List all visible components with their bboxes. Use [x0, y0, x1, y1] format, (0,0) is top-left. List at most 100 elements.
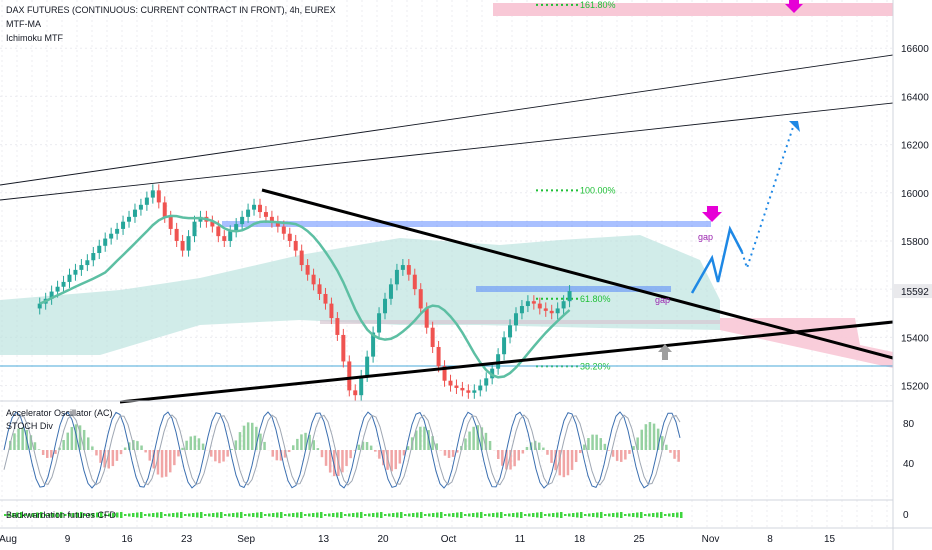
price-tick-label: 16600	[901, 44, 929, 55]
backwardation-bar	[564, 514, 567, 516]
backwardation-bar	[140, 512, 143, 518]
backwardation-bar	[636, 512, 639, 518]
backwardation-bar	[508, 513, 511, 517]
backwardation-bar	[320, 512, 323, 518]
osc-histogram-bar	[21, 427, 24, 450]
backwardation-bar	[84, 514, 87, 516]
cloud-band-red	[720, 318, 893, 368]
backwardation-bar	[440, 512, 443, 518]
backwardation-bar	[452, 513, 455, 517]
backwardation-bar	[244, 514, 247, 516]
time-tick-label: 8	[767, 534, 773, 545]
backwardation-bar	[360, 512, 363, 518]
osc-histogram-bar	[603, 443, 607, 450]
osc-histogram-bar	[62, 440, 65, 450]
backwardation-bar	[468, 513, 471, 517]
osc-histogram-bar	[13, 433, 16, 450]
candle-body	[49, 291, 54, 299]
osc-histogram-bar	[583, 444, 586, 450]
backwardation-bar	[624, 514, 627, 516]
backwardation-bar	[64, 514, 67, 516]
backwardation-bar	[520, 512, 523, 518]
osc-histogram-bar	[144, 450, 147, 453]
osc-histogram-bar	[156, 450, 160, 475]
backwardation-bar	[180, 512, 183, 518]
backwardation-bar	[284, 514, 287, 516]
osc-histogram-bar	[345, 450, 348, 466]
candle-body	[138, 204, 143, 210]
osc-histogram-bar	[357, 444, 361, 450]
backwardation-bar	[56, 512, 59, 518]
candle-body	[388, 284, 393, 299]
backwardation-bar	[348, 513, 351, 517]
osc-histogram-bar	[628, 450, 631, 454]
candle-body	[442, 366, 447, 381]
candle-body	[103, 238, 108, 246]
candle-body	[234, 224, 239, 232]
time-tick-label: 20	[377, 534, 389, 545]
candle-body	[109, 233, 114, 239]
candle-body	[353, 390, 358, 396]
candle-body	[448, 380, 453, 386]
osc-histogram-bar	[251, 422, 254, 450]
candle-body	[85, 260, 90, 266]
osc-histogram-bar	[226, 450, 229, 457]
candle-body	[478, 385, 483, 391]
osc-histogram-bar	[484, 432, 488, 450]
backwardation-bar	[316, 512, 319, 518]
ascending-trendline	[119, 320, 894, 404]
candle-body	[412, 274, 417, 290]
fib-level-label: 100.00%	[580, 185, 616, 195]
backwardation-bar	[92, 513, 95, 517]
backwardation-bar	[160, 512, 163, 518]
projection-path	[690, 225, 744, 294]
backwardation-bar	[380, 512, 383, 518]
backwardation-bar	[212, 513, 215, 517]
candle-body	[466, 390, 471, 393]
backwardation-bar	[424, 514, 427, 516]
osc-histogram-bar	[41, 450, 45, 455]
last-price-label: 15592	[901, 287, 929, 298]
osc-histogram-bar	[480, 427, 484, 450]
price-tick-label: 15200	[901, 382, 929, 393]
backwardation-bar	[260, 512, 263, 518]
osc-histogram-bar	[275, 450, 279, 461]
backwardation-bar	[72, 513, 75, 517]
osc-histogram-bar	[415, 430, 418, 450]
candle-body	[79, 265, 84, 270]
backwardation-bar	[200, 512, 203, 518]
backwardation-bar	[536, 512, 539, 518]
osc-histogram-bar	[456, 450, 459, 453]
candle-body	[567, 291, 572, 302]
backwardation-bar	[240, 512, 243, 518]
backwardation-bar	[332, 513, 335, 517]
backwardation-bar	[568, 513, 571, 517]
candle-body	[508, 325, 513, 338]
gap-label: gap	[655, 295, 670, 305]
candle-body	[383, 298, 388, 314]
backwardation-bar	[492, 513, 495, 517]
candle-body	[150, 190, 155, 198]
backwardation-bar	[356, 512, 359, 518]
backwardation-bar	[76, 512, 79, 518]
backwardation-bar	[308, 513, 311, 517]
osc-histogram-bar	[365, 442, 369, 450]
time-tick-label: Oct	[441, 534, 457, 545]
candle-body	[222, 236, 227, 241]
candle-body	[186, 236, 191, 251]
backwardation-bar	[52, 513, 55, 517]
osc-histogram-bar	[279, 450, 283, 461]
backwardation-bar	[476, 512, 479, 518]
last-price-tag	[894, 284, 932, 299]
backwardation-bar	[220, 512, 223, 518]
backwardation-bar	[544, 514, 547, 516]
backwardation-bar	[364, 514, 367, 516]
osc-histogram-bar	[509, 450, 512, 470]
candle-body	[359, 375, 364, 396]
candle-body	[436, 346, 441, 367]
backwardation-bar	[184, 514, 187, 516]
osc-histogram-bar	[611, 450, 615, 457]
backwardation-bar	[420, 512, 423, 518]
candles	[37, 184, 572, 402]
